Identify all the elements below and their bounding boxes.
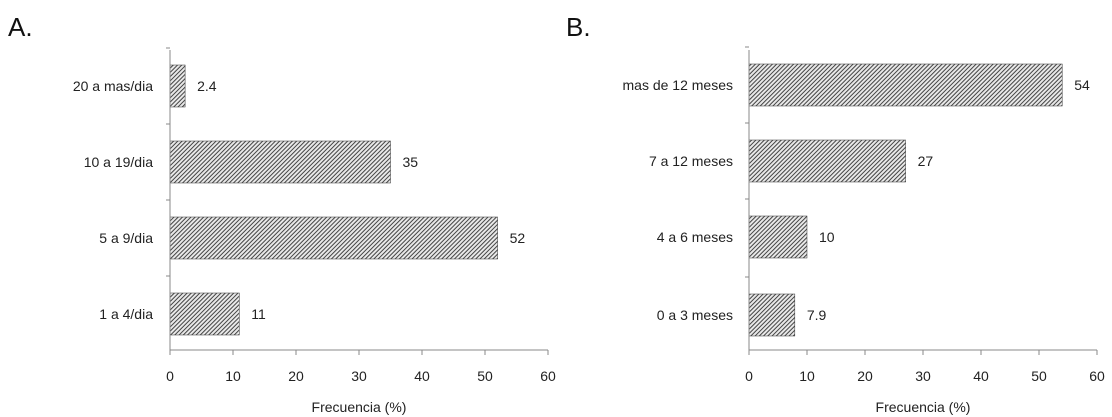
category-label: 7 a 12 meses <box>649 153 733 169</box>
category-label: 4 a 6 meses <box>657 229 733 245</box>
chart-panel-a: 2.4 20 a mas/dia 35 10 a 19/dia 52 5 a 9/dia 1… <box>73 47 556 415</box>
data-label: 11 <box>251 306 266 322</box>
bar <box>748 293 796 337</box>
x-axis-title: Frecuencia (%) <box>876 399 971 415</box>
bar <box>169 140 391 184</box>
x-tick-label: 40 <box>414 368 430 384</box>
category-label: 20 a mas/dia <box>73 78 153 94</box>
data-label: 52 <box>510 230 526 246</box>
panel-a-letter: A. <box>8 12 33 42</box>
x-tick-label: 60 <box>540 368 556 384</box>
x-tick-label: 60 <box>1089 368 1105 384</box>
x-tick-label: 10 <box>225 368 241 384</box>
x-tick-label: 50 <box>1031 368 1047 384</box>
data-label: 10 <box>819 229 835 245</box>
chart-panel-b: 54 mas de 12 meses 27 7 a 12 meses 10 4 a 6 m… <box>623 46 1105 415</box>
bar <box>748 63 1063 107</box>
panel-b-letter: B. <box>566 12 591 42</box>
category-label: 5 a 9/dia <box>99 230 153 246</box>
category-label: 0 a 3 meses <box>657 307 733 323</box>
x-tick-label: 40 <box>973 368 989 384</box>
x-axis-title: Frecuencia (%) <box>312 399 407 415</box>
bar <box>748 215 808 259</box>
data-label: 35 <box>403 154 419 170</box>
x-tick-label: 30 <box>915 368 931 384</box>
data-label: 2.4 <box>197 78 217 94</box>
x-tick-label: 30 <box>351 368 367 384</box>
x-tick-label: 50 <box>477 368 493 384</box>
x-tick-label: 20 <box>857 368 873 384</box>
x-tick-label: 10 <box>799 368 815 384</box>
bar <box>169 292 240 336</box>
x-tick-label: 0 <box>166 368 174 384</box>
bar <box>169 216 498 260</box>
x-tick-label: 0 <box>745 368 753 384</box>
x-tick-label: 20 <box>288 368 304 384</box>
category-label: 1 a 4/dia <box>99 306 153 322</box>
bar <box>748 139 906 183</box>
bar <box>169 64 186 108</box>
data-label: 7.9 <box>807 307 827 323</box>
data-label: 54 <box>1074 77 1090 93</box>
data-label: 27 <box>918 153 934 169</box>
category-label: mas de 12 meses <box>623 77 734 93</box>
category-label: 10 a 19/dia <box>84 154 153 170</box>
